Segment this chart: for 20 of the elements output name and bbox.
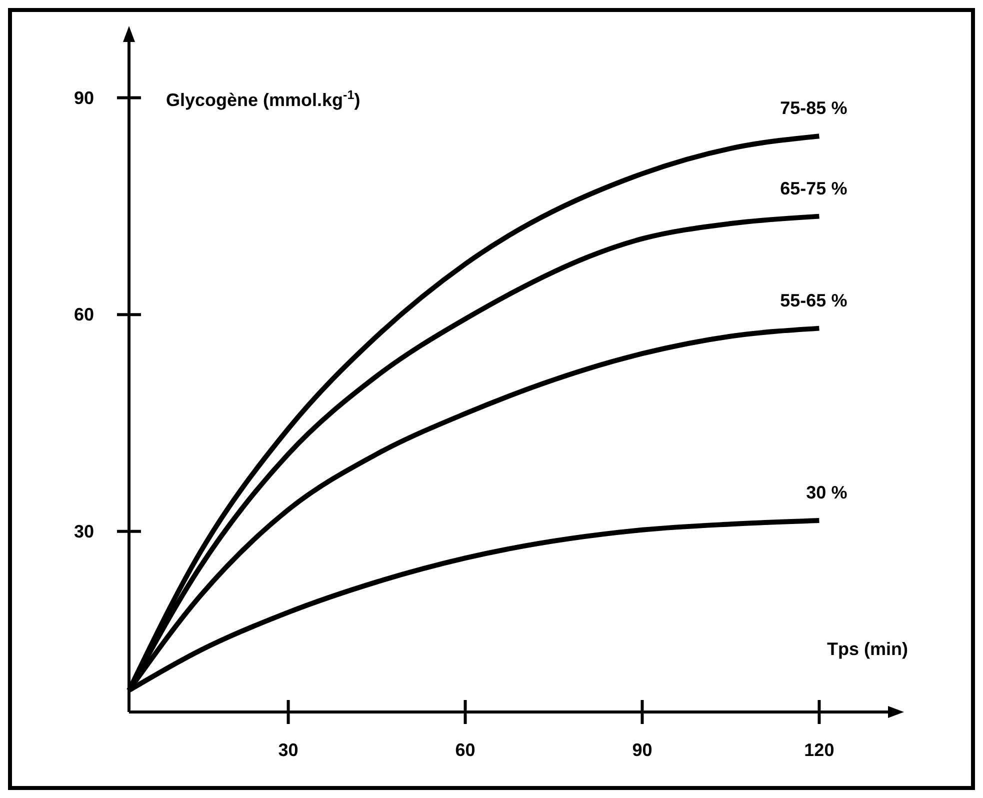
x-tick: 60 [455, 700, 476, 760]
x-tick: 90 [632, 700, 652, 760]
y-tick: 30 [74, 521, 141, 542]
x-tick-label: 120 [804, 740, 834, 760]
series-label: 65-75 % [780, 178, 848, 198]
x-tick-label: 90 [632, 740, 652, 760]
x-tick-label: 30 [278, 740, 298, 760]
y-tick-label: 90 [74, 88, 94, 108]
y-tick: 60 [74, 304, 141, 325]
y-axis-title: Glycogène (mmol.kg$^{-1}$) [166, 88, 360, 110]
series-label: 30 % [806, 482, 848, 503]
series-label: 75-85 % [780, 98, 848, 118]
series-label: 55-65 % [780, 290, 848, 310]
x-tick-label: 60 [455, 740, 476, 760]
y-tick: 90 [74, 88, 141, 108]
x-tick: 120 [804, 700, 834, 760]
y-tick-label: 60 [74, 304, 94, 325]
x-axis-title: Tps (min) [827, 639, 908, 659]
y-tick-label: 30 [74, 521, 94, 542]
x-tick: 30 [278, 700, 298, 760]
